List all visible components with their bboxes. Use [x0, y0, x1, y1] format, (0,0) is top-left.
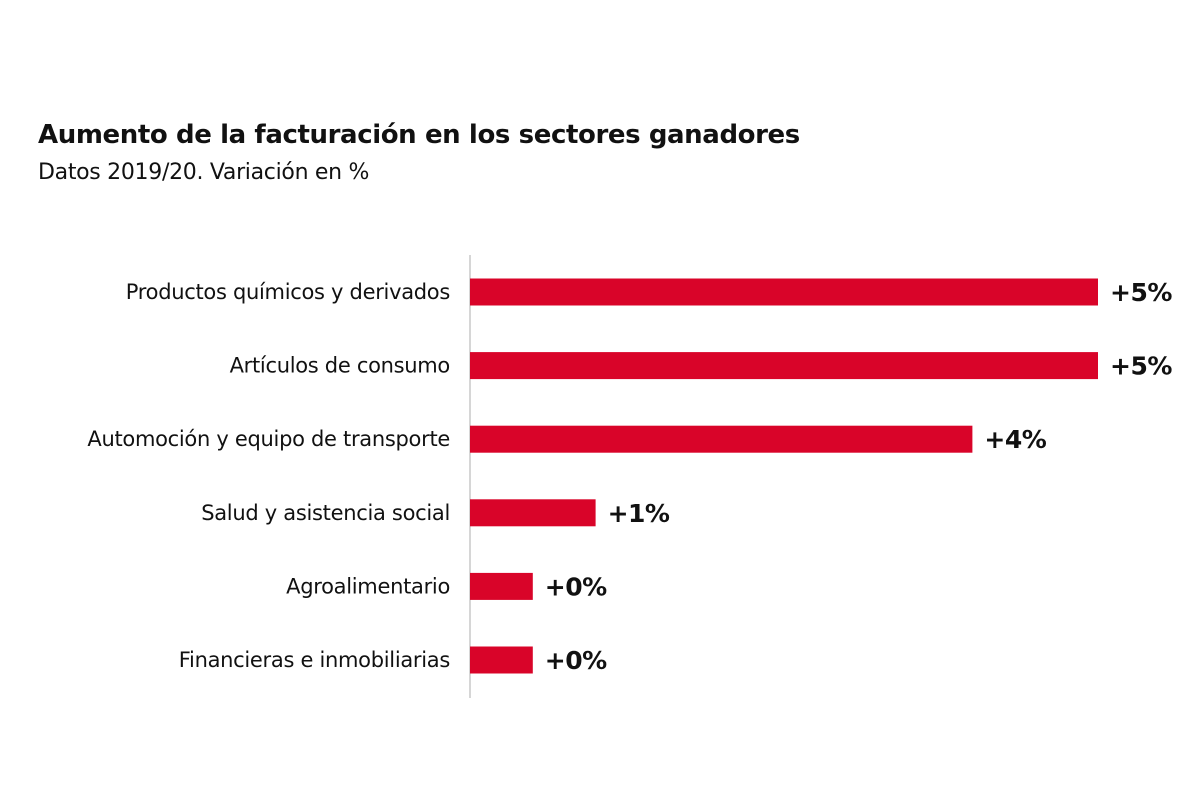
- category-label: Productos químicos y derivados: [126, 280, 450, 304]
- category-label: Automoción y equipo de transporte: [87, 427, 450, 451]
- category-label: Artículos de consumo: [230, 354, 450, 378]
- data-label: +0%: [545, 646, 607, 675]
- category-label: Agroalimentario: [286, 574, 450, 598]
- data-label: +5%: [1110, 352, 1172, 381]
- data-label: +5%: [1110, 278, 1172, 307]
- bar: [470, 352, 1098, 380]
- bar: [470, 572, 533, 600]
- category-label: Financieras e inmobiliarias: [179, 648, 450, 672]
- category-label: Salud y asistencia social: [201, 501, 450, 525]
- bar: [470, 425, 973, 453]
- chart-subtitle: Datos 2019/20. Variación en %: [38, 160, 370, 185]
- bar: [470, 499, 596, 527]
- data-label: +4%: [984, 425, 1046, 454]
- data-label: +1%: [608, 499, 670, 528]
- data-label: +0%: [545, 572, 607, 601]
- chart-title: Aumento de la facturación en los sectore…: [38, 120, 800, 150]
- bar: [470, 278, 1098, 306]
- bar: [470, 646, 533, 674]
